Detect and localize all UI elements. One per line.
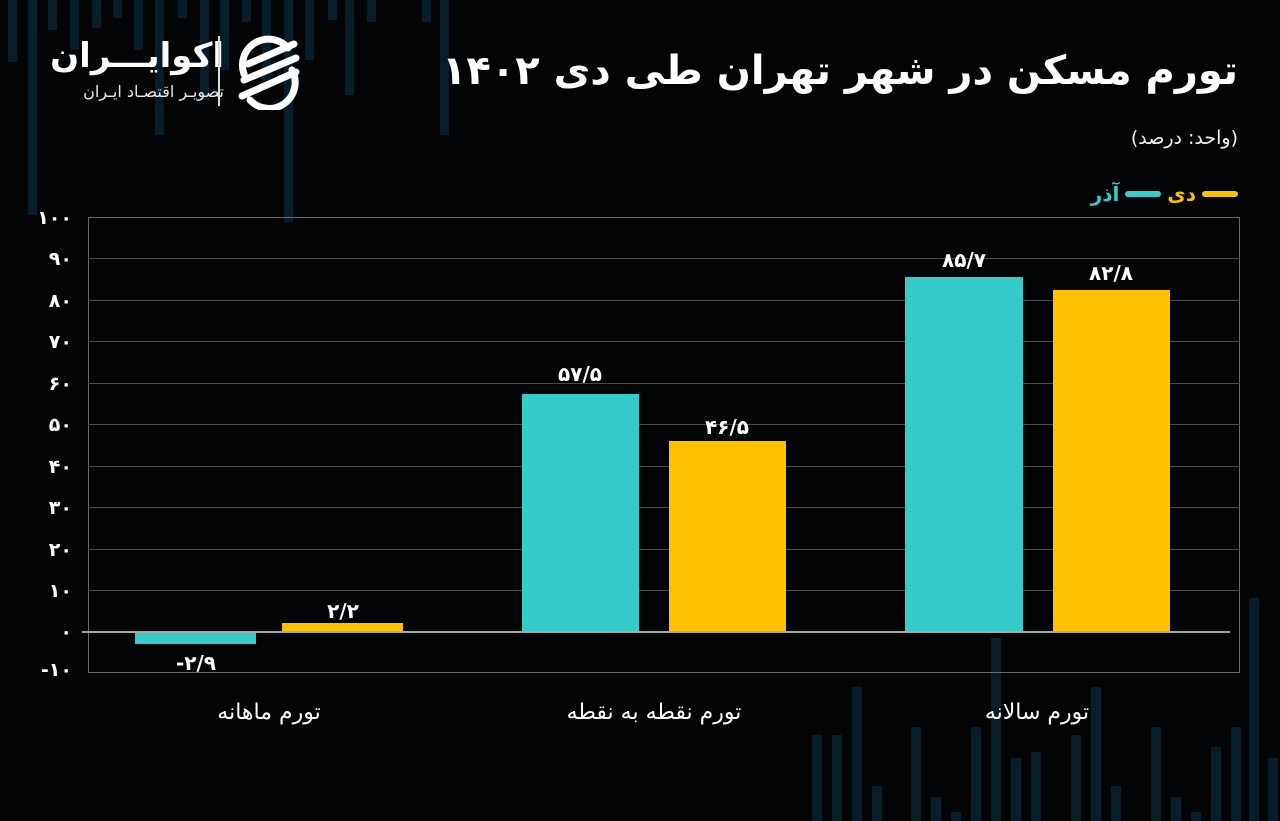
bar-point-to-point-azar [522,394,639,632]
gridline-90 [88,258,1240,259]
gridline-70 [88,341,1240,342]
chart-legend: دی آذر [1091,182,1238,206]
y-tick: ۱۰۰ [37,207,72,229]
category-label-point-to-point: تورم نقطه به نقطه [566,700,742,725]
y-tick: ۷۰ [48,331,72,353]
legend-item-azar: آذر [1091,182,1162,206]
logo-divider [218,36,220,106]
gridline-20 [88,549,1240,550]
chart-subtitle: (واحد: درصد) [1130,127,1238,149]
logo-tagline: تصویـر اقتصـاد ایـران [83,82,224,101]
value-label-monthly-dey: ۲/۲ [327,599,359,623]
category-label-annual: تورم سالانه [984,700,1090,725]
gridline-10 [88,590,1240,591]
bar-monthly-dey [282,623,403,632]
chart-title: تورم مسکن در شهر تهران طی دی ۱۴۰۲ [442,48,1238,94]
legend-label-azar: آذر [1090,182,1120,206]
category-label-monthly: تورم ماهانه [217,700,321,725]
zero-line [82,631,1230,633]
brand-logo: اکوایـــران تصویـر اقتصـاد ایـران [40,30,320,110]
y-tick: ۹۰ [48,248,72,270]
y-tick: ۴۰ [48,456,72,478]
gridline-50 [88,424,1240,425]
value-label-monthly-azar: -۲/۹ [175,651,217,675]
legend-item-dey: دی [1167,182,1238,206]
y-tick: ۱۰ [48,580,72,602]
bar-monthly-azar [135,632,256,644]
legend-label-dey: دی [1167,182,1196,206]
value-label-annual-dey: ۸۲/۸ [1089,261,1133,285]
y-tick: -۱۰ [40,659,72,681]
ecoiran-logo-icon [238,35,300,110]
legend-swatch-azar [1125,191,1162,197]
value-label-annual-azar: ۸۵/۷ [942,248,986,272]
y-tick: ۶۰ [48,373,72,395]
y-tick: ۵۰ [48,414,72,436]
value-label-point-to-point-dey: ۴۶/۵ [705,415,749,439]
plot-area [88,217,1240,673]
gridline-30 [88,507,1240,508]
bar-annual-azar [905,277,1023,632]
bar-annual-dey [1053,290,1170,632]
y-tick: ۸۰ [48,290,72,312]
gridline-60 [88,383,1240,384]
y-tick: ۳۰ [48,497,72,519]
legend-swatch-dey [1202,191,1238,197]
y-tick: ۰ [60,621,72,643]
y-tick: ۲۰ [48,539,72,561]
value-label-point-to-point-azar: ۵۷/۵ [558,362,602,386]
logo-name: اکوایـــران [50,36,224,76]
bar-point-to-point-dey [669,441,786,632]
gridline-40 [88,466,1240,467]
gridline-80 [88,300,1240,301]
